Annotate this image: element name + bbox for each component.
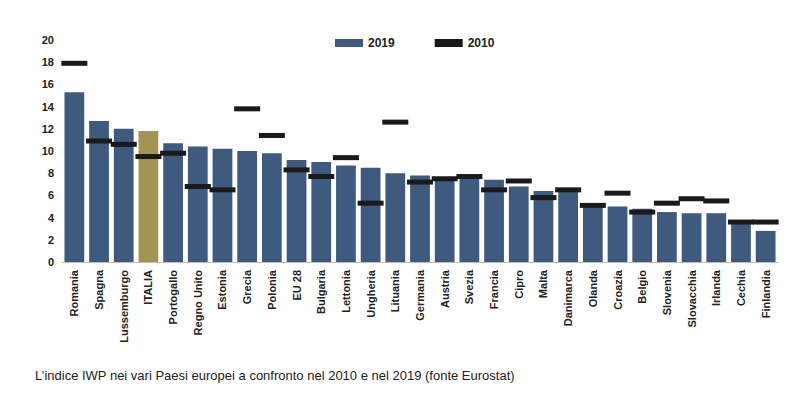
- svg-text:Irlanda: Irlanda: [710, 269, 722, 306]
- svg-text:8: 8: [48, 167, 54, 179]
- svg-text:Portogallo: Portogallo: [167, 270, 179, 325]
- svg-text:Francia: Francia: [488, 269, 500, 309]
- svg-text:Ungheria: Ungheria: [365, 269, 377, 318]
- svg-text:Olanda: Olanda: [587, 269, 599, 307]
- svg-text:Grecia: Grecia: [241, 269, 253, 304]
- svg-text:Austria: Austria: [439, 269, 451, 308]
- svg-text:Estonia: Estonia: [216, 269, 228, 310]
- svg-text:Bulgaria: Bulgaria: [315, 269, 327, 314]
- svg-text:6: 6: [48, 189, 54, 201]
- svg-text:Lussemburgo: Lussemburgo: [118, 270, 130, 343]
- svg-text:Slovenia: Slovenia: [661, 269, 673, 315]
- svg-text:Spagna: Spagna: [93, 269, 105, 310]
- svg-text:Germania: Germania: [414, 269, 426, 321]
- svg-text:Finlandia: Finlandia: [760, 269, 772, 318]
- svg-text:2019: 2019: [368, 36, 395, 50]
- svg-text:Belgio: Belgio: [636, 270, 648, 304]
- svg-text:EU 28: EU 28: [291, 270, 303, 301]
- svg-text:Svezia: Svezia: [463, 269, 475, 304]
- svg-text:Danimarca: Danimarca: [562, 269, 574, 326]
- svg-text:Slovacchia: Slovacchia: [686, 269, 698, 327]
- svg-text:Cipro: Cipro: [513, 270, 525, 299]
- svg-text:ITALIA: ITALIA: [142, 270, 154, 305]
- svg-text:Cechia: Cechia: [735, 269, 747, 306]
- svg-text:Malta: Malta: [537, 269, 549, 298]
- svg-text:10: 10: [42, 145, 54, 157]
- svg-text:18: 18: [42, 56, 54, 68]
- svg-text:Lituania: Lituania: [389, 269, 401, 312]
- svg-text:L’indice IWP nei vari Paesi eu: L’indice IWP nei vari Paesi europei a co…: [35, 368, 515, 383]
- svg-text:Croazia: Croazia: [612, 269, 624, 310]
- svg-text:Romania: Romania: [68, 269, 80, 316]
- svg-text:Polonia: Polonia: [266, 269, 278, 310]
- svg-text:4: 4: [48, 212, 55, 224]
- svg-text:12: 12: [42, 123, 54, 135]
- svg-text:14: 14: [42, 101, 55, 113]
- svg-text:Lettonia: Lettonia: [340, 269, 352, 313]
- svg-text:2: 2: [48, 234, 54, 246]
- svg-text:16: 16: [42, 78, 54, 90]
- svg-text:20: 20: [42, 34, 54, 46]
- svg-text:Regno Unito: Regno Unito: [192, 270, 204, 336]
- svg-text:2010: 2010: [468, 36, 495, 50]
- svg-text:0: 0: [48, 256, 54, 268]
